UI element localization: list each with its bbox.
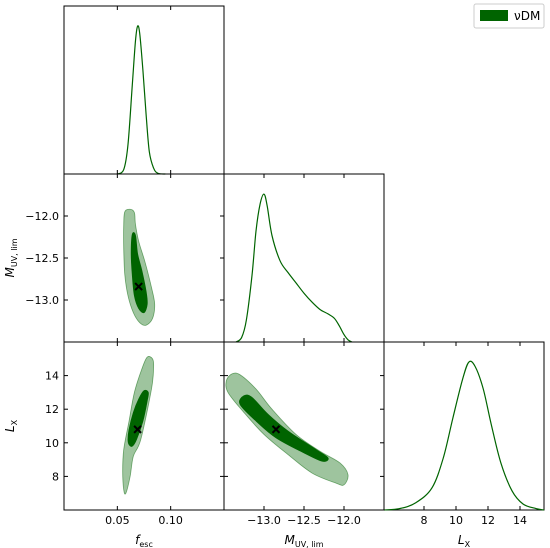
marginal-curve-muv [235, 193, 353, 343]
marginal-curve-lx [383, 360, 545, 511]
legend-swatch [480, 10, 508, 21]
marginal-curve-fesc [116, 25, 166, 175]
x-tick-label: 8 [421, 514, 428, 527]
legend: νDM [473, 3, 545, 29]
x-tick-label: 0.05 [105, 514, 130, 527]
x-tick-label: −12.0 [327, 514, 361, 527]
x-axis-label-lx: LX [458, 533, 471, 548]
x-axis-label-muv: MUV, lim [284, 533, 323, 548]
y-tick-label: −12.5 [25, 252, 59, 265]
y-tick-label: 14 [45, 370, 59, 383]
x-tick-label: 14 [513, 514, 527, 527]
x-axis-label-fesc: fesc [135, 533, 153, 548]
y-tick-label: 8 [52, 470, 59, 483]
best-fit-marker [271, 425, 281, 434]
legend-label: νDM [514, 9, 540, 23]
y-axis-label-muv: MUV, lim [3, 238, 19, 277]
y-axis-label-lx: LX [3, 419, 19, 432]
panel-muv-marginal [223, 173, 385, 343]
contour-68 [127, 389, 149, 447]
contour-95 [225, 372, 349, 486]
best-fit-marker [133, 425, 142, 434]
panel-muv-lx [223, 341, 385, 511]
x-tick-label: 10 [449, 514, 463, 527]
x-tick-label: 0.10 [158, 514, 183, 527]
x-tick-label: −12.5 [287, 514, 321, 527]
panel-lx-marginal [383, 341, 545, 511]
contour-68 [239, 394, 329, 462]
y-tick-label: −12.0 [25, 210, 59, 223]
x-tick-label: 12 [481, 514, 495, 527]
contour-68 [130, 232, 148, 314]
best-fit-marker [134, 282, 143, 291]
y-tick-label: 12 [45, 403, 59, 416]
x-tick-label: −13.0 [247, 514, 281, 527]
y-tick-label: 10 [45, 437, 59, 450]
y-tick-label: −13.0 [25, 294, 59, 307]
